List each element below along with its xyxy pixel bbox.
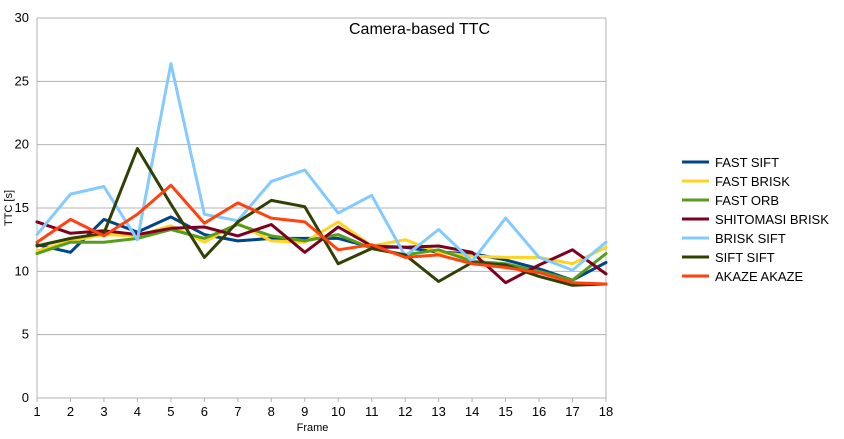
y-axis-label: TTC [s] [3,190,15,226]
x-tick-label: 2 [67,404,74,419]
y-tick-label: 0 [22,390,29,405]
x-tick-label: 4 [134,404,141,419]
legend-label: FAST SIFT [715,155,779,170]
x-tick-label: 17 [565,404,579,419]
chart-title: Camera-based TTC [349,21,490,38]
y-tick-label: 10 [15,263,29,278]
series-line-fast-brisk [35,220,608,266]
x-tick-label: 9 [301,404,308,419]
x-tick-label: 8 [268,404,275,419]
x-tick-label: 10 [331,404,345,419]
y-tick-label: 15 [15,200,29,215]
x-tick-label: 18 [599,404,613,419]
x-tick-label: 14 [465,404,479,419]
x-tick-label: 15 [498,404,512,419]
series-line-akaze-akaze [35,183,608,286]
series-line-brisk-sift [35,62,608,272]
x-tick-label: 11 [365,404,379,419]
x-tick-label: 3 [100,404,107,419]
x-tick-label: 12 [398,404,412,419]
series-line-shitomasi-brisk [35,220,608,285]
y-tick-label: 5 [22,327,29,342]
legend-label: SIFT SIFT [715,250,775,265]
x-tick-label: 6 [201,404,208,419]
x-tick-label: 16 [532,404,546,419]
gridlines [37,17,606,399]
plot-frame [36,18,607,398]
x-tick-label: 7 [234,404,241,419]
legend-label: FAST ORB [715,193,779,208]
x-tick-label: 1 [33,404,40,419]
legend-label: FAST BRISK [715,174,790,189]
legend-label: SHITOMASI BRISK [715,212,829,227]
x-tick-label: 13 [431,404,445,419]
x-axis-label: Frame [297,422,329,434]
series-lines [35,62,608,287]
x-tick-label: 5 [167,404,174,419]
legend-label: BRISK SIFT [715,231,786,246]
legend: FAST SIFT FAST BRISK FAST ORB SHITOMASI BRI… [682,155,829,284]
y-tick-label: 30 [15,10,29,25]
y-tick-label: 25 [15,73,29,88]
legend-label: AKAZE AKAZE [715,269,803,284]
y-tick-labels: 0 5 10 15 20 25 30 [15,10,29,405]
y-tick-label: 20 [15,137,29,152]
x-tick-labels: 1 2 3 4 5 6 7 8 9 10 11 12 13 14 15 16 17 18 [33,398,613,419]
